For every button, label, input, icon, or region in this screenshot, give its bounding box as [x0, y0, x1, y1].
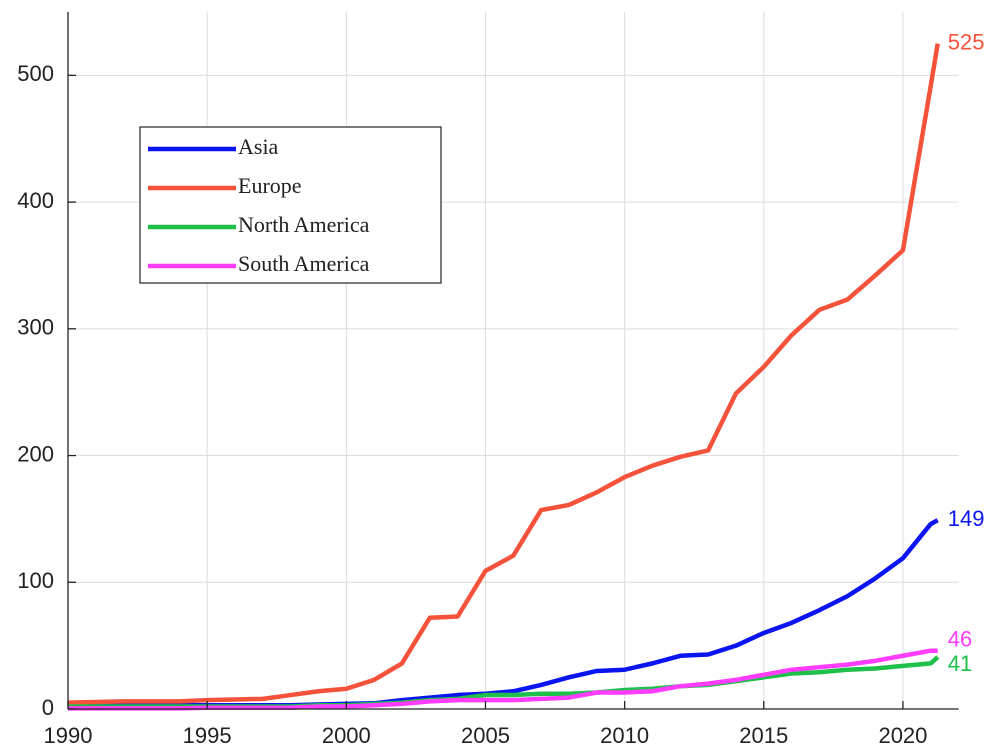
x-tick-label: 2015 — [739, 723, 788, 748]
legend: Asia Europe North America South America — [139, 126, 442, 284]
x-tick-label: 2000 — [322, 723, 371, 748]
end-label: 41 — [948, 651, 972, 676]
y-tick-label: 200 — [17, 441, 54, 466]
series-line — [68, 518, 939, 708]
series-line — [67, 43, 940, 705]
end-label: 149 — [948, 506, 985, 531]
axes: 0 100 200 300 400 500 1990 1995 2000 2005 2010 2015… — [17, 12, 959, 748]
legend-label: Asia — [238, 134, 279, 159]
x-tick-label: 2020 — [878, 723, 927, 748]
legend-box — [139, 126, 442, 284]
x-tick-label: 1995 — [183, 723, 232, 748]
legend-label: Europe — [238, 173, 302, 198]
x-tick-label: 2005 — [461, 723, 510, 748]
end-label: 46 — [948, 627, 972, 652]
end-label: 525 — [948, 29, 985, 54]
series-line — [68, 648, 938, 711]
y-tick-label: 300 — [17, 315, 54, 340]
x-tick-label: 2010 — [600, 723, 649, 748]
y-tick-label: 0 — [42, 695, 54, 720]
legend-label: North America — [238, 212, 370, 237]
y-tick-label: 100 — [17, 568, 54, 593]
x-tick-label: 1990 — [44, 723, 93, 748]
legend-label: South America — [238, 251, 370, 276]
y-tick-label: 500 — [17, 61, 54, 86]
y-tick-label: 400 — [17, 188, 54, 213]
grid — [67, 12, 959, 710]
